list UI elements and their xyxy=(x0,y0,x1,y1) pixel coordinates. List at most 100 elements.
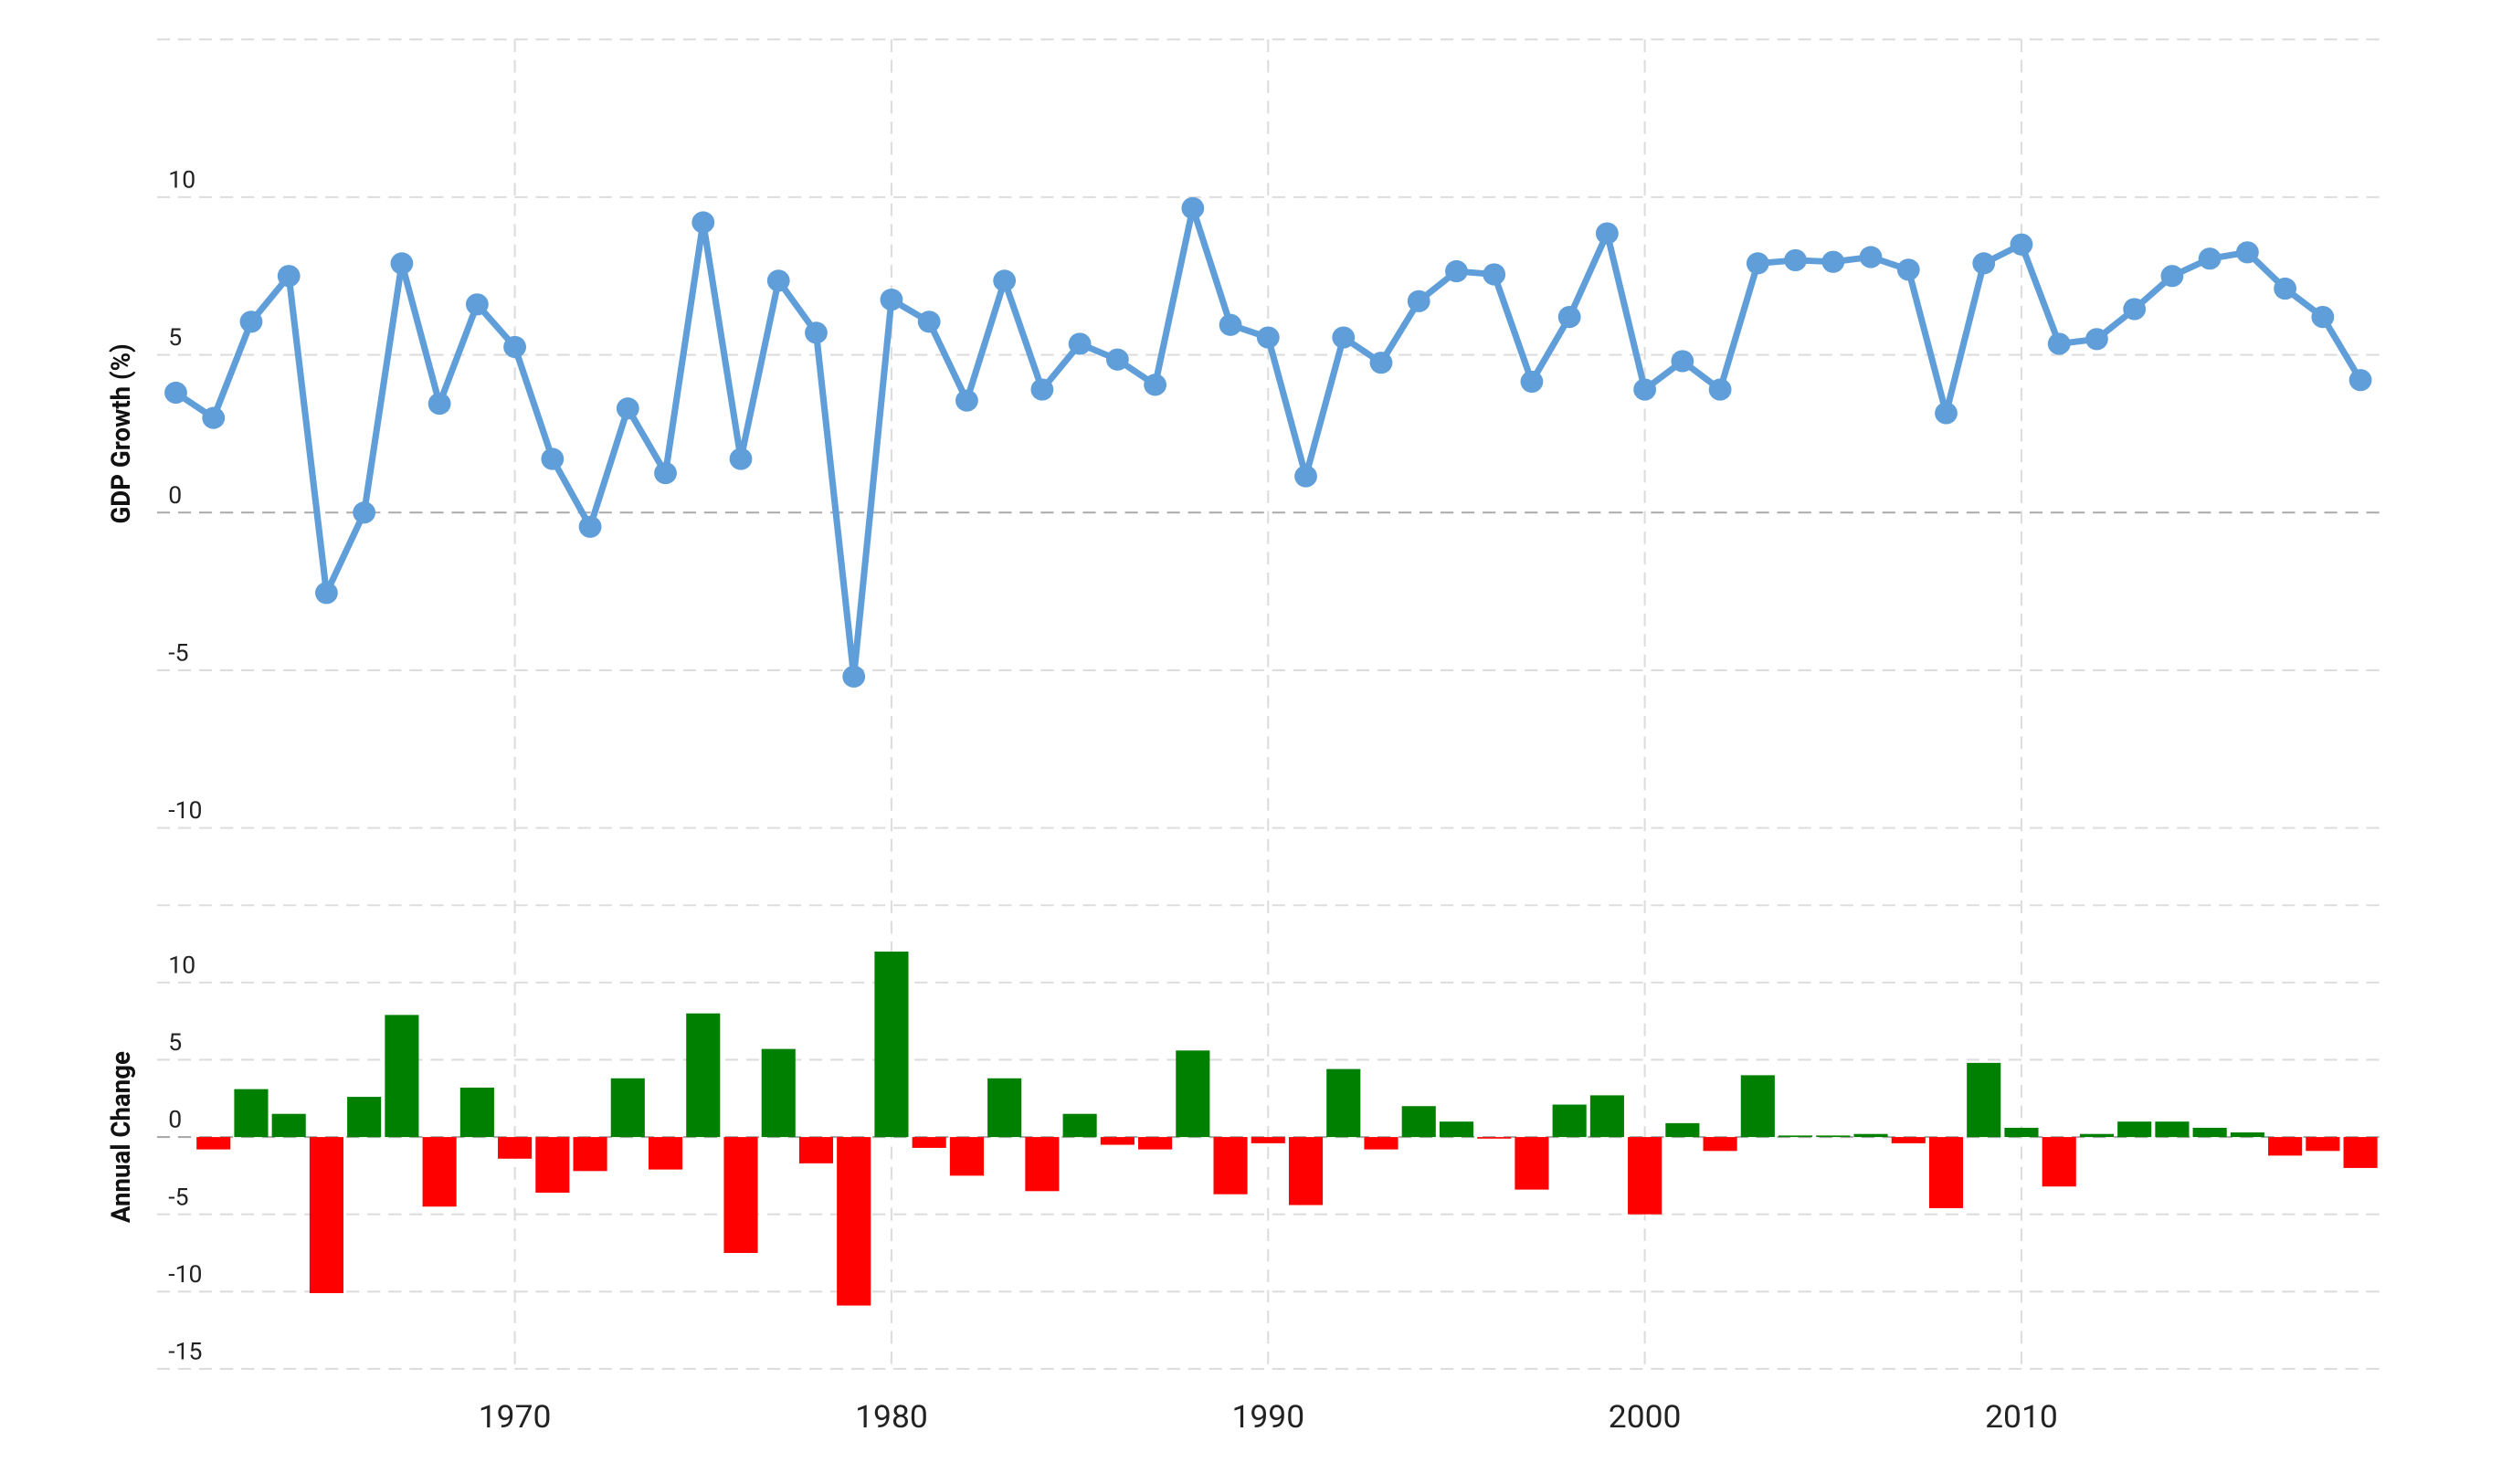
bar xyxy=(837,1137,871,1306)
bar xyxy=(2306,1137,2340,1152)
bar xyxy=(1439,1121,1474,1138)
point xyxy=(465,293,489,316)
point xyxy=(1332,326,1356,349)
bar xyxy=(459,1087,494,1138)
x-tick-label: 1980 xyxy=(855,1398,928,1435)
bar xyxy=(1778,1135,1813,1138)
bar xyxy=(2117,1121,2152,1138)
point xyxy=(1144,374,1166,396)
y-tick-label: 5 xyxy=(168,1029,182,1057)
point xyxy=(1068,332,1092,355)
point xyxy=(353,501,376,524)
point xyxy=(2198,247,2222,270)
point xyxy=(2311,306,2335,329)
point xyxy=(277,265,301,288)
point xyxy=(880,289,903,311)
point xyxy=(1105,348,1129,371)
point xyxy=(1972,252,1996,275)
y-tick-label: 10 xyxy=(168,952,195,980)
bar xyxy=(1589,1095,1624,1138)
point xyxy=(503,335,527,359)
bar xyxy=(1928,1137,1964,1208)
y-tick-label: 0 xyxy=(168,482,182,510)
point xyxy=(1294,465,1317,488)
point xyxy=(202,406,226,429)
bar xyxy=(1477,1137,1512,1139)
y-tick-label: -10 xyxy=(168,798,202,826)
point xyxy=(1219,313,1242,336)
x-tick-label: 2010 xyxy=(1985,1398,2058,1435)
y-tick-label: 10 xyxy=(168,167,195,195)
point xyxy=(2010,233,2033,256)
point xyxy=(766,269,790,292)
bar xyxy=(2004,1127,2039,1138)
point xyxy=(616,397,639,420)
point xyxy=(164,381,187,405)
bar xyxy=(648,1137,683,1170)
bar xyxy=(1891,1137,1926,1143)
y-axis-title: Annual Change xyxy=(105,1051,135,1223)
point xyxy=(842,665,866,688)
point xyxy=(315,582,338,605)
y-tick-label: -10 xyxy=(168,1261,202,1289)
bar xyxy=(2230,1132,2264,1138)
point xyxy=(2123,298,2147,321)
point xyxy=(1520,370,1544,393)
bar xyxy=(1364,1137,1398,1150)
point xyxy=(541,447,565,470)
bar xyxy=(309,1137,343,1294)
point xyxy=(1746,252,1769,275)
point xyxy=(1557,306,1581,329)
point xyxy=(805,321,828,344)
bar xyxy=(1251,1137,1285,1143)
bar xyxy=(1628,1137,1662,1215)
bar xyxy=(2155,1121,2190,1138)
point xyxy=(917,310,941,333)
point xyxy=(1896,258,1920,281)
point xyxy=(1407,289,1430,312)
y-tick-label: -15 xyxy=(168,1339,202,1366)
bar xyxy=(1967,1062,2001,1138)
point xyxy=(1708,378,1732,401)
y-tick-label: -5 xyxy=(168,640,188,668)
bar xyxy=(686,1013,721,1138)
bar xyxy=(1665,1122,1700,1138)
bar xyxy=(1816,1135,1851,1138)
bar xyxy=(1025,1137,1060,1192)
bar xyxy=(347,1097,382,1138)
bar xyxy=(1515,1137,1549,1190)
x-tick-label: 1970 xyxy=(479,1398,552,1435)
point xyxy=(1595,222,1619,245)
y-tick-label: -5 xyxy=(168,1184,188,1212)
bar xyxy=(1552,1104,1587,1138)
point xyxy=(2160,265,2184,288)
point xyxy=(390,252,414,275)
point xyxy=(654,461,677,485)
marks xyxy=(164,196,2378,1306)
bar xyxy=(1401,1106,1436,1138)
point xyxy=(239,310,263,333)
point xyxy=(1256,326,1280,349)
x-tick-label: 2000 xyxy=(1609,1398,1682,1435)
point xyxy=(1859,246,1883,268)
line xyxy=(174,205,2364,680)
point xyxy=(427,392,451,416)
x-tick-label: 1990 xyxy=(1231,1398,1304,1435)
bar xyxy=(1176,1050,1210,1138)
bar xyxy=(2268,1137,2303,1156)
bar xyxy=(422,1137,457,1207)
point xyxy=(993,269,1017,292)
bar xyxy=(2079,1133,2115,1138)
point xyxy=(1821,250,1845,273)
point xyxy=(1030,378,1054,401)
bar xyxy=(987,1078,1022,1138)
bar xyxy=(723,1137,758,1254)
bar xyxy=(761,1048,796,1138)
bar xyxy=(271,1113,306,1138)
point xyxy=(1784,248,1807,272)
bar xyxy=(234,1089,269,1138)
bar xyxy=(573,1137,607,1172)
point xyxy=(1445,259,1468,283)
point xyxy=(2348,369,2372,392)
bar xyxy=(2192,1127,2227,1138)
